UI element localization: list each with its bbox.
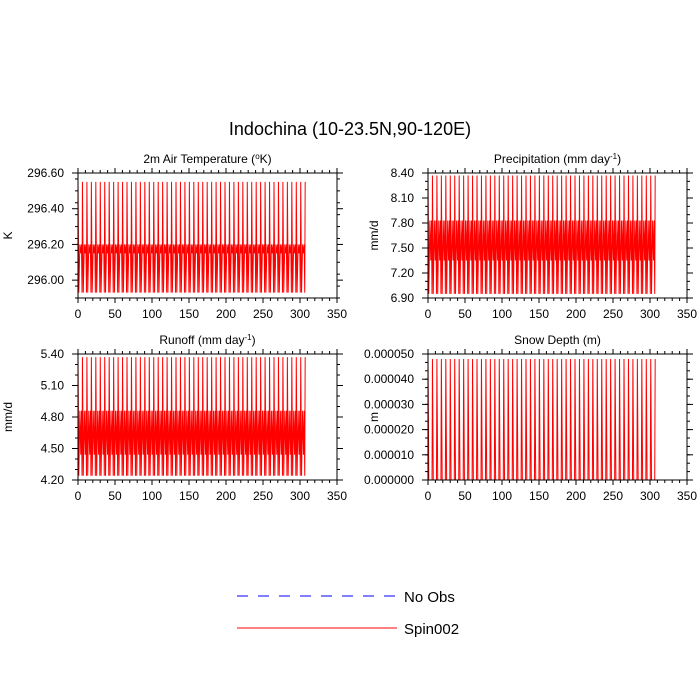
panel-title-tail: ) — [617, 152, 621, 166]
y-tick-label: 5.10 — [41, 379, 65, 393]
x-tick-label: 150 — [179, 307, 199, 321]
panel-title-sup: o — [255, 152, 260, 161]
x-tick-label: 50 — [108, 307, 122, 321]
x-tick-label: 0 — [425, 307, 432, 321]
x-tick-label: 350 — [327, 307, 347, 321]
x-tick-label: 300 — [640, 307, 660, 321]
y-tick-label: 0.000030 — [364, 397, 414, 411]
x-tick-label: 0 — [75, 307, 82, 321]
y-axis-label: K — [1, 231, 15, 239]
y-tick-label: 8.40 — [391, 166, 415, 180]
x-tick-label: 250 — [253, 489, 273, 503]
x-tick-label: 200 — [216, 307, 236, 321]
x-tick-label: 350 — [677, 307, 697, 321]
panel-title-text: Snow Depth (m) — [514, 333, 601, 347]
x-tick-label: 250 — [253, 307, 273, 321]
panel-title-sup: -1 — [245, 333, 253, 342]
plot-frame — [77, 172, 338, 299]
y-axis-label: mm/d — [1, 402, 15, 432]
panel-title: Snow Depth (m) — [514, 333, 601, 347]
y-tick-label: 4.50 — [41, 442, 65, 456]
panel-title: Precipitation (mm day-1) — [494, 152, 621, 167]
y-axis-label: m — [367, 412, 381, 422]
x-tick-label: 100 — [142, 489, 162, 503]
x-tick-label: 300 — [290, 489, 310, 503]
panel-title-tail: K) — [260, 152, 272, 166]
y-tick-label: 296.60 — [27, 166, 64, 180]
series-line-spin002 — [427, 175, 656, 294]
panel-title-text: 2m Air Temperature ( — [143, 152, 255, 166]
y-tick-label: 296.20 — [27, 237, 64, 251]
y-tick-label: 0.000040 — [364, 372, 414, 386]
y-axis-label: mm/d — [367, 221, 381, 251]
plot-frame — [427, 172, 688, 299]
y-tick-label: 4.20 — [41, 473, 65, 487]
y-tick-label: 7.50 — [391, 241, 415, 255]
x-tick-label: 200 — [566, 307, 586, 321]
x-tick-label: 200 — [216, 489, 236, 503]
x-tick-label: 150 — [529, 489, 549, 503]
y-tick-label: 0.000010 — [364, 448, 414, 462]
panel-title: 2m Air Temperature (oK) — [143, 152, 271, 167]
x-tick-label: 200 — [566, 489, 586, 503]
panel-title: Runoff (mm day-1) — [159, 333, 255, 348]
panel-title-sup: -1 — [610, 152, 618, 161]
x-tick-label: 350 — [327, 489, 347, 503]
x-tick-label: 100 — [142, 307, 162, 321]
x-tick-label: 350 — [677, 489, 697, 503]
legend: No Obs Spin002 — [237, 589, 459, 638]
y-tick-label: 8.10 — [391, 191, 415, 205]
y-tick-label: 4.80 — [41, 410, 65, 424]
panel-1: 0 50 100 150 200 250 300 350 296.60 296.40 296.20 2… — [1, 152, 347, 322]
y-tick-label: 6.90 — [391, 291, 415, 305]
panel-2: 0 50 100 150 200 250 300 350 8.40 8.10 7.80 7.50 7.2… — [367, 152, 697, 322]
x-tick-label: 150 — [179, 489, 199, 503]
panel-title-tail: ) — [252, 333, 256, 347]
y-tick-label: 0.000020 — [364, 423, 414, 437]
x-tick-label: 300 — [290, 307, 310, 321]
y-tick-label: 296.40 — [27, 202, 64, 216]
panel-title-text: Runoff (mm day — [159, 333, 244, 347]
x-tick-label: 0 — [425, 489, 432, 503]
x-tick-label: 250 — [603, 489, 623, 503]
x-tick-label: 100 — [492, 489, 512, 503]
plot-frame — [427, 353, 688, 481]
legend-label-no-obs: No Obs — [404, 589, 455, 606]
y-tick-label: 0.000000 — [364, 473, 414, 487]
y-tick-label: 296.00 — [27, 273, 64, 287]
x-tick-label: 50 — [458, 489, 472, 503]
x-tick-label: 50 — [458, 307, 472, 321]
chart-title: Indochina (10-23.5N,90-120E) — [229, 119, 471, 139]
x-tick-label: 250 — [603, 307, 623, 321]
x-tick-label: 50 — [108, 489, 122, 503]
panel-title-text: Precipitation (mm day — [494, 152, 610, 166]
y-tick-label: 5.40 — [41, 347, 65, 361]
x-tick-label: 0 — [75, 489, 82, 503]
panel-group: 0 50 100 150 200 250 300 350 296.60 296.40 296.20 2… — [1, 152, 697, 504]
panel-3: 0 50 100 150 200 250 300 350 5.40 5.10 4.80 4.50 4.2… — [1, 333, 347, 504]
x-tick-label: 100 — [492, 307, 512, 321]
x-tick-label: 300 — [640, 489, 660, 503]
series-line-spin002 — [77, 181, 306, 293]
x-tick-label: 150 — [529, 307, 549, 321]
legend-label-spin002: Spin002 — [404, 621, 459, 638]
y-tick-label: 7.80 — [391, 216, 415, 230]
panel-4: 0 50 100 150 200 250 300 350 0.000050 0.000040 0.0… — [364, 333, 697, 503]
series-line-spin002 — [77, 357, 306, 476]
y-tick-label: 0.000050 — [364, 347, 414, 361]
y-tick-label: 7.20 — [391, 266, 415, 280]
